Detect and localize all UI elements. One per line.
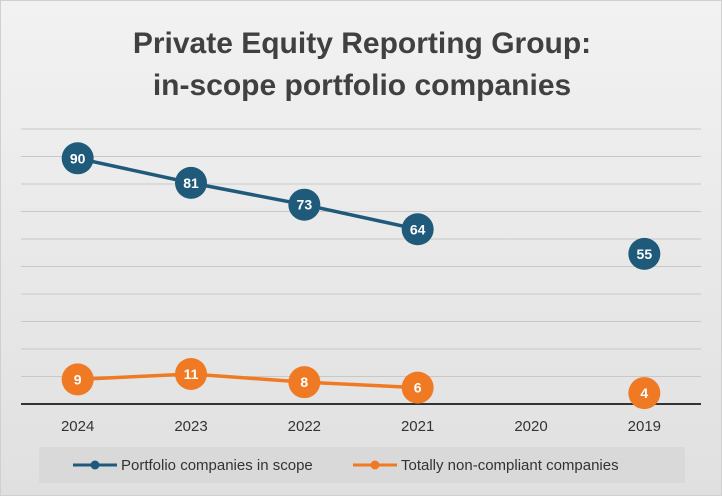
x-axis: 2024 2023 2022 2021 2020 2019 [21, 403, 701, 435]
data-label: 6 [414, 380, 422, 396]
data-label: 73 [297, 197, 313, 213]
data-point [628, 377, 661, 410]
data-point [288, 188, 321, 221]
data-point [175, 166, 207, 199]
legend-marker [90, 460, 100, 470]
data-label: 64 [410, 221, 426, 237]
x-tick-label: 2019 [628, 418, 661, 435]
legend-marker [370, 460, 380, 470]
legend: Portfolio companies in scope Totally non-… [39, 447, 685, 483]
x-tick-label: 2022 [288, 418, 321, 435]
data-point [288, 366, 321, 399]
x-tick-label: 2021 [401, 418, 434, 435]
data-label: 4 [640, 385, 648, 401]
series-line-segment [189, 181, 307, 207]
data-label: 81 [183, 175, 199, 191]
data-point [628, 237, 661, 270]
x-tick-label: 2024 [61, 418, 94, 435]
data-label: 90 [70, 150, 86, 166]
series-line-segment [75, 372, 193, 382]
data-point [61, 363, 94, 396]
series-line-segment [302, 202, 420, 232]
series-line-segment [302, 380, 420, 390]
data-point [61, 142, 94, 175]
series-2: 9 11 8 6 4 [61, 357, 661, 410]
data-label: 8 [300, 374, 308, 390]
series-line-segment [189, 372, 307, 384]
gridlines [21, 128, 701, 377]
data-point [175, 357, 207, 390]
data-label: 11 [184, 366, 199, 382]
chart-subtitle: in-scope portfolio companies [153, 69, 571, 102]
x-tick-label: 2020 [514, 418, 547, 435]
x-tick-label: 2023 [174, 418, 207, 435]
data-point [401, 213, 434, 246]
data-point [401, 371, 434, 404]
legend-label: Totally non-compliant companies [401, 457, 619, 474]
legend-label: Portfolio companies in scope [121, 457, 313, 474]
data-label: 9 [74, 371, 82, 387]
data-label: 55 [637, 246, 653, 262]
chart-title: Private Equity Reporting Group: [133, 27, 591, 60]
series-line-segment [75, 156, 193, 185]
series-1: 90 81 73 64 55 [61, 142, 661, 270]
